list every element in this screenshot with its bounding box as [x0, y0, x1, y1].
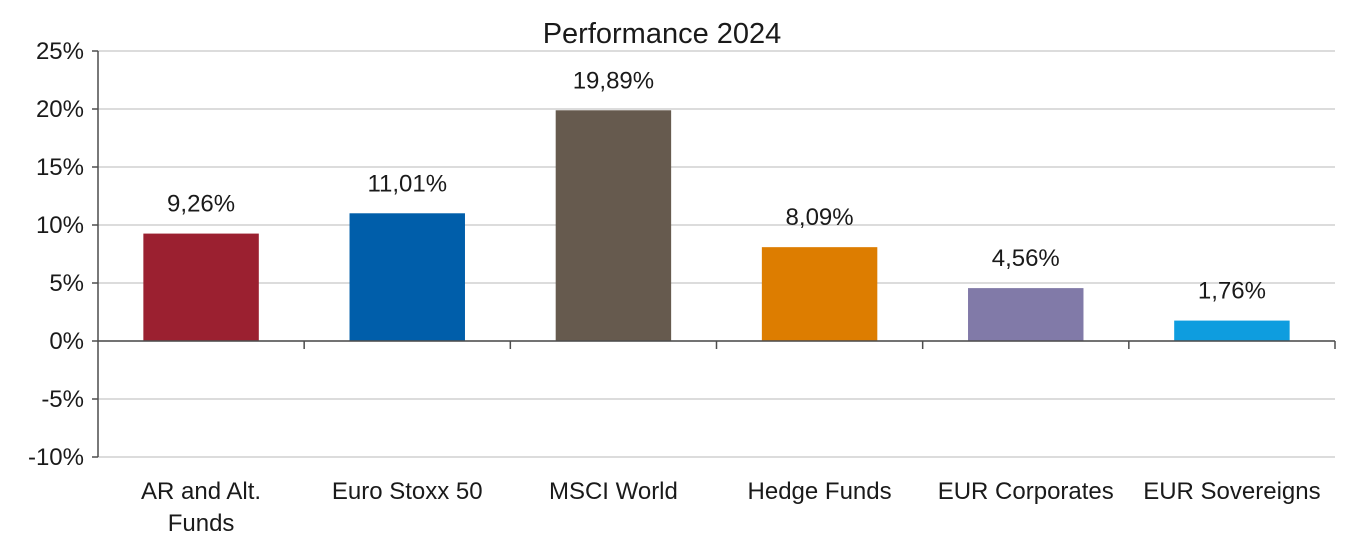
- category-label: Euro Stoxx 50: [332, 478, 483, 505]
- gridlines: [98, 50, 1335, 458]
- bar: [143, 233, 259, 341]
- data-label: 19,89%: [573, 67, 654, 94]
- y-tick-label: 10%: [36, 212, 84, 239]
- bar: [761, 247, 878, 341]
- category-label: MSCI World: [549, 478, 678, 505]
- category-label: AR and Alt.: [141, 478, 261, 505]
- bar: [968, 288, 1084, 341]
- y-tick-label: 0%: [49, 328, 84, 355]
- bar: [349, 213, 465, 341]
- bar: [1174, 320, 1290, 341]
- bar: [555, 110, 672, 341]
- y-tick-label: 5%: [49, 270, 84, 297]
- axes: [92, 50, 1336, 458]
- data-label: 1,76%: [1198, 278, 1266, 305]
- category-label: EUR Sovereigns: [1143, 478, 1320, 505]
- data-label: 9,26%: [167, 191, 235, 218]
- category-label: Funds: [168, 510, 235, 537]
- y-tick-label: 15%: [36, 154, 84, 181]
- bars: [143, 110, 1290, 341]
- y-tick-label: 20%: [36, 96, 84, 123]
- data-label: 4,56%: [992, 245, 1060, 272]
- data-label: 11,01%: [367, 170, 447, 197]
- y-tick-label: -10%: [28, 444, 84, 471]
- category-label: EUR Corporates: [938, 478, 1114, 505]
- y-tick-label: 25%: [36, 38, 84, 65]
- chart-title: Performance 2024: [543, 18, 782, 50]
- category-label: Hedge Funds: [748, 478, 892, 505]
- labels: 25% 20% 15% 10% 5% 0% -5% -10% 9,26% AR and Alt. F…: [28, 38, 1321, 537]
- y-tick-label: -5%: [41, 386, 84, 413]
- data-label: 8,09%: [786, 204, 854, 231]
